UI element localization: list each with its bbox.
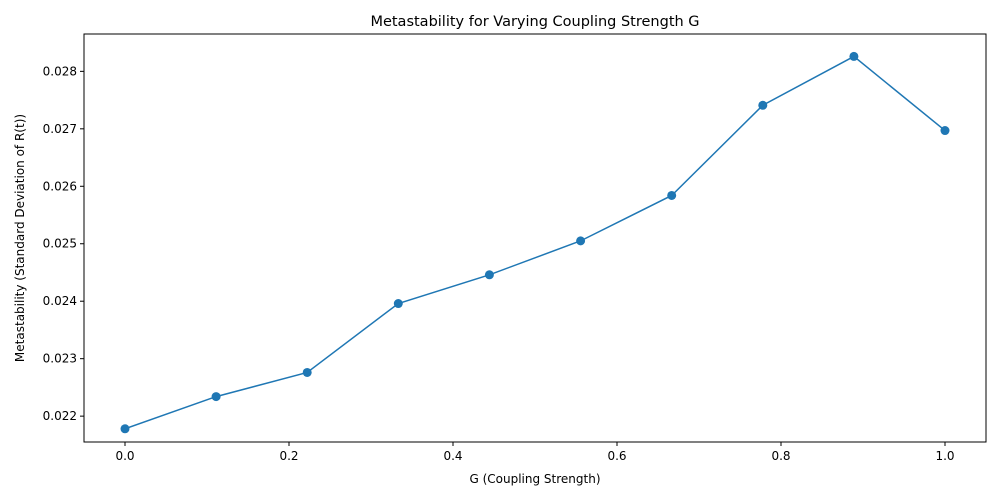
data-point	[120, 424, 130, 434]
y-tick-label: 0.027	[43, 122, 77, 136]
data-point	[484, 270, 494, 280]
data-point	[849, 51, 859, 61]
y-axis: 0.022 0.023 0.024 0.025 0.026 0.027 0.028	[43, 64, 84, 423]
data-point	[302, 367, 312, 377]
data-point	[940, 126, 950, 136]
data-point	[667, 190, 677, 200]
y-tick-label: 0.022	[43, 409, 77, 423]
y-tick-label: 0.024	[43, 294, 77, 308]
x-axis-label: G (Coupling Strength)	[469, 472, 600, 486]
plot-area	[83, 33, 987, 443]
data-point	[758, 100, 768, 110]
x-tick-label: 0.2	[279, 449, 298, 463]
y-tick-label: 0.023	[43, 352, 77, 366]
y-tick-label: 0.026	[43, 179, 77, 193]
x-tick-label: 0.4	[443, 449, 462, 463]
y-axis-label: Metastability (Standard Deviation of R(t…	[13, 114, 27, 362]
y-tick-label: 0.025	[43, 237, 77, 251]
x-axis: 0.0 0.2 0.4 0.6 0.8 1.0	[115, 442, 955, 463]
x-tick-label: 0.8	[771, 449, 790, 463]
series-line	[124, 55, 946, 430]
x-tick-label: 0.6	[607, 449, 626, 463]
series-layer	[120, 51, 950, 434]
data-point	[211, 392, 221, 402]
x-tick-label: 0.0	[115, 449, 134, 463]
y-tick-label: 0.028	[43, 64, 77, 78]
x-tick-label: 1.0	[935, 449, 954, 463]
chart-title: Metastability for Varying Coupling Stren…	[370, 14, 699, 30]
data-point	[393, 299, 403, 309]
data-point	[576, 236, 586, 246]
